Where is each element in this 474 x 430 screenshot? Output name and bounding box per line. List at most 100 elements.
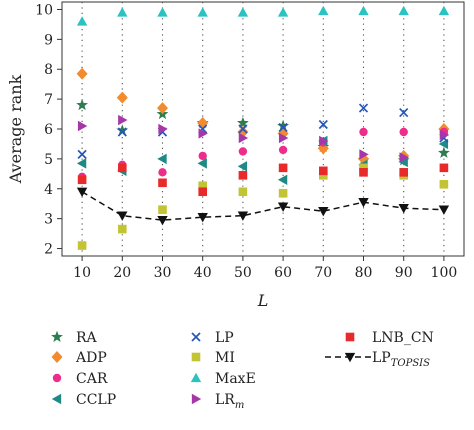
data-point <box>76 158 87 169</box>
legend-label: ADP <box>75 350 107 366</box>
data-point <box>278 132 289 144</box>
data-point <box>238 187 248 197</box>
legend-marker <box>191 332 201 342</box>
data-point <box>157 7 168 17</box>
data-point <box>438 146 450 158</box>
data-point <box>438 138 449 150</box>
data-point <box>158 123 168 135</box>
data-point <box>359 163 368 173</box>
legend-label: MaxE <box>215 371 256 387</box>
data-point <box>358 5 369 16</box>
data-point <box>118 224 127 234</box>
y-tick-label: 4 <box>44 182 53 198</box>
data-point <box>116 91 128 104</box>
data-point <box>277 119 289 132</box>
data-point <box>198 128 208 139</box>
data-point <box>77 241 87 250</box>
data-point <box>238 147 248 156</box>
legend-label-subscript: m <box>235 400 244 411</box>
series-9 <box>76 187 450 226</box>
data-point <box>157 102 168 115</box>
y-tick-label: 2 <box>44 242 53 258</box>
data-point <box>399 107 409 118</box>
series-6 <box>76 5 450 26</box>
data-point <box>117 127 127 137</box>
data-point <box>117 7 128 17</box>
data-point <box>319 171 328 180</box>
data-point <box>237 211 249 221</box>
data-point <box>238 124 248 134</box>
data-point <box>359 149 369 160</box>
series-8 <box>77 163 449 197</box>
data-point <box>77 149 87 160</box>
data-point <box>278 188 288 198</box>
data-point <box>278 145 288 155</box>
legend-marker <box>345 332 355 342</box>
legend-marker <box>344 352 356 363</box>
legend-marker <box>51 393 62 405</box>
data-point <box>118 114 128 126</box>
x-tick-label: 30 <box>154 265 172 281</box>
data-point <box>439 129 450 141</box>
legend-item: CAR <box>52 371 108 387</box>
data-point <box>237 116 249 129</box>
x-axis-label: L <box>257 291 269 310</box>
data-point <box>197 212 208 223</box>
y-tick-label: 5 <box>44 152 53 168</box>
legend-label: LNB_CN <box>372 330 434 346</box>
legend-label: LPTOPSIS <box>372 350 430 369</box>
legend-item: LRm <box>191 392 244 411</box>
y-tick-label: 9 <box>44 32 53 48</box>
legend-item: LP <box>191 330 234 346</box>
data-point <box>197 158 207 169</box>
data-point <box>238 171 248 180</box>
data-point <box>319 135 329 147</box>
data-point <box>197 117 209 130</box>
y-tick-label: 3 <box>44 212 53 228</box>
x-tick-label: 70 <box>314 265 332 281</box>
data-point <box>358 103 369 113</box>
data-point <box>318 119 328 130</box>
data-point <box>77 175 87 185</box>
data-point <box>399 127 408 137</box>
legend: RA ADP CAR CCLP LP MI MaxE LRm LNB_CN LPTOPSIS <box>51 330 434 411</box>
y-tick-label: 10 <box>35 2 53 18</box>
series-layer <box>76 5 450 250</box>
x-tick-label: 10 <box>73 265 91 281</box>
data-point <box>398 5 409 16</box>
data-point <box>158 205 167 214</box>
data-point <box>359 168 368 177</box>
legend-label: LRm <box>215 392 244 411</box>
data-point <box>157 215 168 226</box>
x-tick-label: 40 <box>194 265 212 281</box>
legend-item: MaxE <box>190 371 256 387</box>
legend-label: CCLP <box>76 392 116 408</box>
legend-marker <box>51 351 63 363</box>
data-point <box>157 153 167 165</box>
legend-label: LP <box>215 330 234 346</box>
legend-item: RA <box>51 330 98 346</box>
data-point <box>76 98 88 111</box>
legend-label-subscript: TOPSIS <box>391 358 430 369</box>
data-point <box>158 178 167 188</box>
legend-label: RA <box>76 330 98 346</box>
data-point <box>318 207 329 217</box>
y-axis-label: Average rank <box>6 74 25 184</box>
data-point <box>439 163 449 173</box>
series-2 <box>77 127 449 182</box>
x-tick-label: 60 <box>274 265 292 281</box>
data-point <box>278 163 288 173</box>
data-point <box>118 163 127 173</box>
x-tick-label: 100 <box>431 265 458 281</box>
series-4 <box>77 103 449 160</box>
legend-marker <box>190 372 202 383</box>
data-point <box>278 122 288 133</box>
data-point <box>117 211 128 221</box>
legend-label: MI <box>215 350 235 366</box>
data-point <box>398 156 408 168</box>
y-tick-label: 8 <box>44 62 53 78</box>
data-point <box>197 7 208 17</box>
series-1 <box>76 67 450 165</box>
legend-marker <box>51 330 63 343</box>
